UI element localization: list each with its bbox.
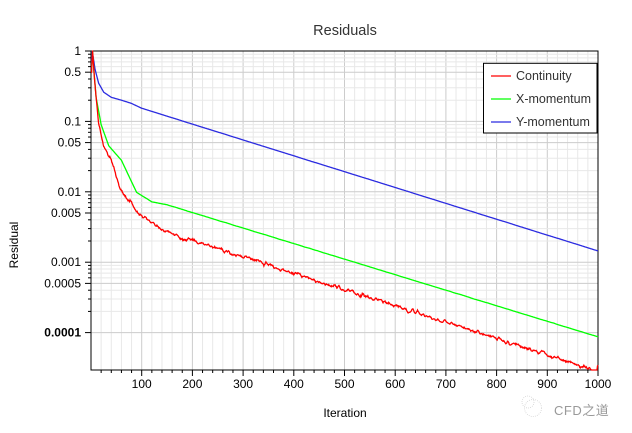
svg-text:1000: 1000 bbox=[585, 377, 612, 391]
svg-text:500: 500 bbox=[334, 377, 354, 391]
svg-text:0.5: 0.5 bbox=[64, 65, 81, 79]
svg-text:0.05: 0.05 bbox=[58, 136, 82, 150]
svg-text:0.0005: 0.0005 bbox=[44, 276, 81, 290]
svg-text:0.005: 0.005 bbox=[51, 206, 81, 220]
svg-text:Y-momentum: Y-momentum bbox=[516, 115, 590, 129]
svg-text:0.001: 0.001 bbox=[51, 255, 81, 269]
svg-text:0.1: 0.1 bbox=[64, 114, 81, 128]
svg-text:Continuity: Continuity bbox=[516, 69, 572, 83]
svg-text:400: 400 bbox=[284, 377, 304, 391]
svg-text:700: 700 bbox=[436, 377, 456, 391]
svg-text:X-momentum: X-momentum bbox=[516, 92, 591, 106]
svg-text:800: 800 bbox=[487, 377, 507, 391]
svg-text:100: 100 bbox=[132, 377, 152, 391]
svg-text:1: 1 bbox=[74, 44, 81, 58]
svg-text:0.01: 0.01 bbox=[58, 185, 82, 199]
svg-text:900: 900 bbox=[537, 377, 557, 391]
svg-text:300: 300 bbox=[233, 377, 253, 391]
svg-text:0.0001: 0.0001 bbox=[44, 326, 81, 340]
svg-text:200: 200 bbox=[182, 377, 202, 391]
svg-text:600: 600 bbox=[385, 377, 405, 391]
